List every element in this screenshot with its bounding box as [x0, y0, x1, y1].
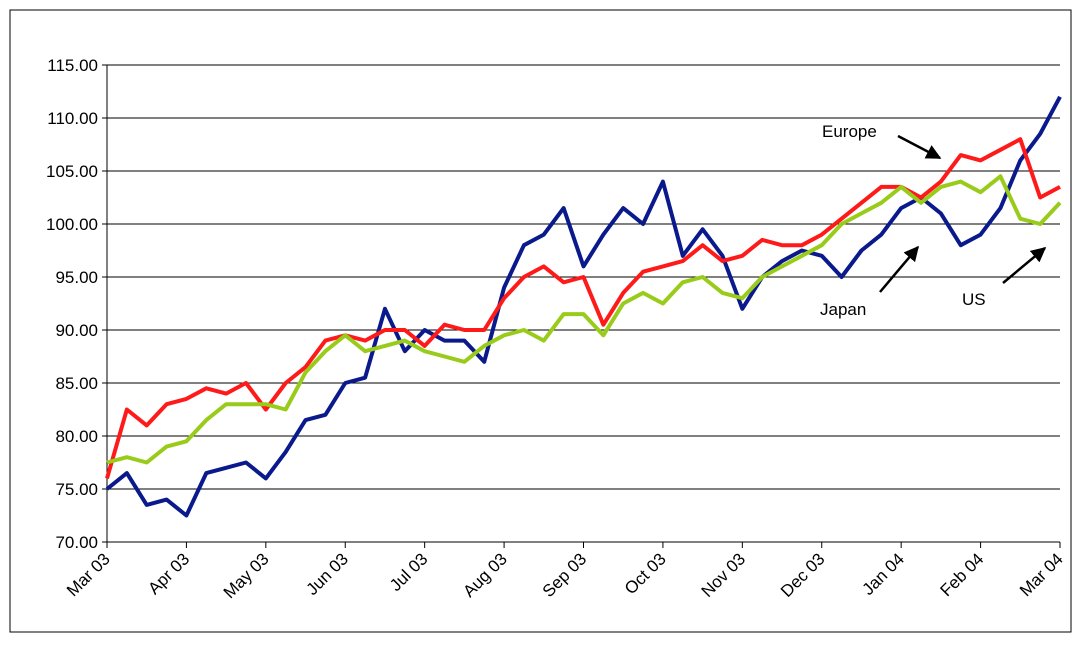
y-tick-label: 100.00: [46, 215, 98, 234]
series-line: [105, 95, 1062, 518]
annotation: Europe: [822, 122, 877, 141]
y-tick-label: 105.00: [46, 162, 98, 181]
y-tick-label: 80.00: [55, 427, 98, 446]
annotation-arrow: [897, 134, 942, 160]
annotation-arrow: [1002, 247, 1047, 284]
y-tick-label: 110.00: [47, 109, 98, 128]
y-tick-label: 75.00: [55, 480, 98, 499]
series-line: [106, 174, 1062, 465]
annotation: US: [962, 290, 986, 309]
y-tick-label: 70.00: [55, 533, 98, 552]
annotation-arrow: [879, 245, 919, 293]
y-tick-label: 95.00: [55, 268, 98, 287]
y-tick-label: 115.00: [47, 56, 98, 75]
annotation: Japan: [820, 300, 866, 319]
chart-border: [9, 9, 1072, 633]
y-tick-label: 85.00: [55, 374, 98, 393]
y-tick-label: 90.00: [55, 321, 98, 340]
